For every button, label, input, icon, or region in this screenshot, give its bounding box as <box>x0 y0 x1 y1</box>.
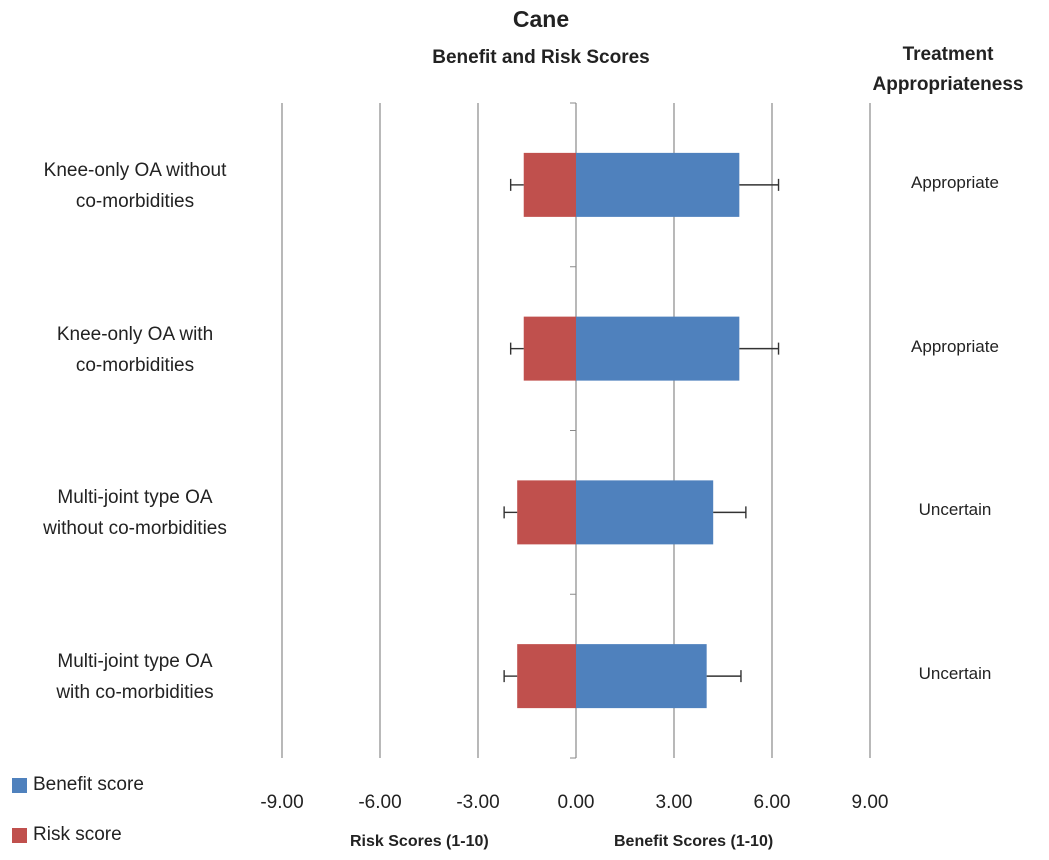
category-label: Multi-joint type OA with co-morbidities <box>10 646 260 708</box>
risk-bar <box>523 316 576 381</box>
x-tick-label: 9.00 <box>852 792 889 813</box>
x-tick-label: -6.00 <box>358 792 401 813</box>
legend-label-benefit: Benefit score <box>33 774 144 795</box>
x-tick-label: -9.00 <box>260 792 303 813</box>
category-label-line: Knee-only OA without <box>43 159 227 181</box>
benefit-axis-title: Benefit Scores (1-10) <box>614 833 774 850</box>
risk-bar <box>523 152 576 217</box>
benefit-bar <box>576 480 714 545</box>
legend-item-benefit: Benefit score <box>12 774 144 796</box>
category-label: Knee-only OA without co-morbidities <box>10 155 260 217</box>
x-tick-label: 6.00 <box>754 792 791 813</box>
appropriateness-label: Appropriate <box>911 336 999 356</box>
category-label-line: co-morbidities <box>75 354 195 376</box>
category-label-line: with co-morbidities <box>56 682 214 704</box>
category-label: Multi-joint type OA without co-morbiditie… <box>10 482 260 544</box>
category-label-line: without co-morbidities <box>43 518 227 540</box>
risk-bar <box>517 480 576 545</box>
legend-swatch-benefit <box>12 777 27 793</box>
legend-label-risk: Risk score <box>33 824 122 845</box>
legend-item-risk: Risk score <box>12 824 122 846</box>
legend-swatch-risk <box>12 827 27 843</box>
appropriateness-label: Uncertain <box>918 664 992 684</box>
category-label-line: Knee-only OA with <box>56 323 214 345</box>
benefit-bar <box>576 152 740 217</box>
category-label-line: Multi-joint type OA <box>57 487 213 509</box>
x-tick-label: 0.00 <box>558 792 595 813</box>
chart-subtitle: Benefit and Risk Scores <box>432 47 650 68</box>
appropriateness-label: Uncertain <box>918 500 992 520</box>
x-tick-label: 3.00 <box>656 792 693 813</box>
treatment-appropriateness-header: Treatment Appropriateness <box>872 44 1024 95</box>
risk-bar <box>517 644 576 709</box>
appropriateness-label: Appropriate <box>911 172 999 192</box>
category-label-line: Multi-joint type OA <box>57 651 213 673</box>
benefit-bar <box>576 316 740 381</box>
category-label-line: co-morbidities <box>75 190 195 212</box>
risk-axis-title: Risk Scores (1-10) <box>350 833 489 850</box>
x-tick-label: -3.00 <box>456 792 499 813</box>
chart-title: Cane <box>512 6 570 32</box>
category-label: Knee-only OA with co-morbidities <box>10 319 260 381</box>
benefit-bar <box>576 644 707 709</box>
